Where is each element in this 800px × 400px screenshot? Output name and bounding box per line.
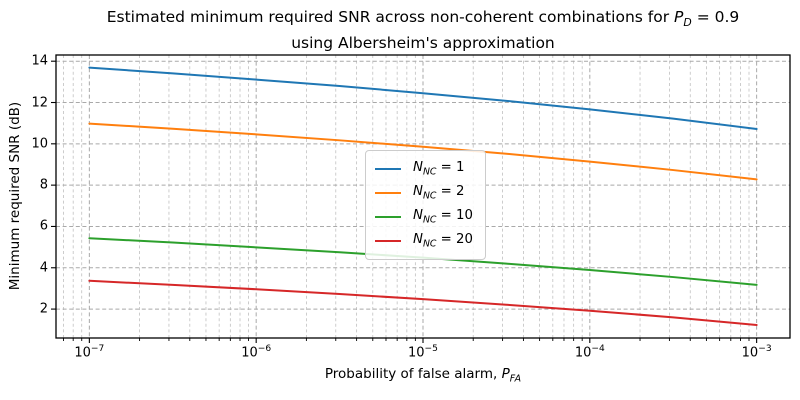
x-tick-label: 10−7 xyxy=(74,344,105,361)
title-pd-sub: D xyxy=(683,16,692,30)
title-line1-prefix: Estimated minimum required SNR across no… xyxy=(106,8,675,26)
title-pd-symbol: P xyxy=(674,8,684,26)
legend-item-2: NNC = 10 xyxy=(375,205,473,229)
x-axis-label-text: Probability of false alarm, xyxy=(324,366,502,382)
x-tick-label: 10−4 xyxy=(574,344,605,361)
y-tick-label: 8 xyxy=(39,177,48,193)
y-tick-label: 12 xyxy=(31,95,48,110)
x-tick-label: 10−5 xyxy=(408,344,438,361)
title-line2: using Albersheim's approximation xyxy=(291,34,555,53)
legend-swatch xyxy=(375,215,401,219)
legend-label: NNC = 20 xyxy=(413,232,473,250)
legend-label: NNC = 1 xyxy=(413,160,465,178)
legend-swatch xyxy=(375,191,401,195)
chart-title: Estimated minimum required SNR across no… xyxy=(56,7,790,54)
x-axis-label-sub: FA xyxy=(509,373,522,385)
legend-swatch xyxy=(375,239,401,243)
x-axis-label: Probability of false alarm, PFA xyxy=(56,366,790,385)
line-series-0 xyxy=(88,66,758,130)
line-series-1 xyxy=(88,122,758,181)
legend-swatch xyxy=(375,167,401,171)
y-tick-label: 2 xyxy=(39,301,48,317)
legend-label: NNC = 2 xyxy=(413,184,465,202)
x-tick-label: 10−3 xyxy=(741,344,772,361)
y-tick-label: 4 xyxy=(39,260,48,276)
line-series-3 xyxy=(88,279,758,326)
plot-frame xyxy=(55,54,791,339)
legend-item-1: NNC = 2 xyxy=(375,181,473,205)
y-tick-label: 10 xyxy=(31,136,48,152)
legend-item-3: NNC = 20 xyxy=(375,229,473,253)
legend-label: NNC = 10 xyxy=(413,208,473,226)
x-tick-label: 10−6 xyxy=(241,344,272,361)
legend-item-0: NNC = 1 xyxy=(375,157,473,181)
legend: NNC = 1 NNC = 2 NNC = 10 NNC = 20 xyxy=(365,150,486,260)
title-pd-suffix: = 0.9 xyxy=(691,8,740,26)
x-axis-label-symbol: P xyxy=(501,366,510,382)
y-tick-label: 6 xyxy=(39,218,48,234)
y-tick-label: 14 xyxy=(31,53,48,69)
